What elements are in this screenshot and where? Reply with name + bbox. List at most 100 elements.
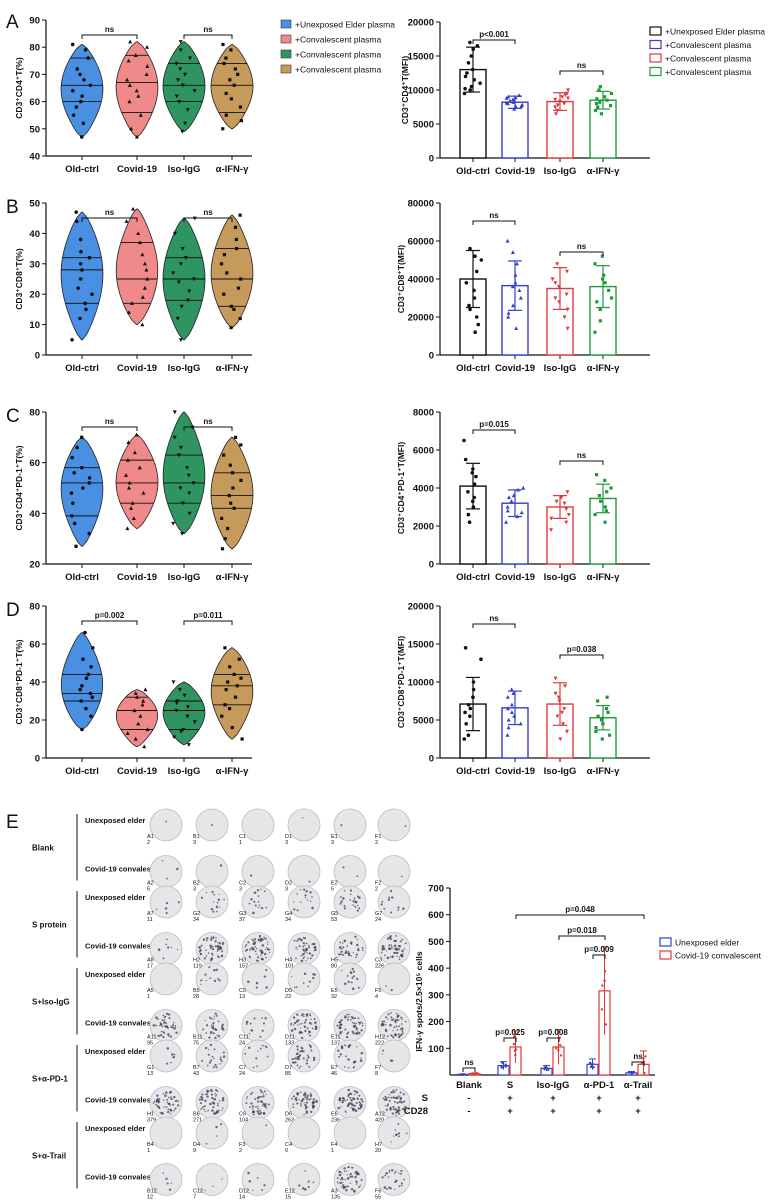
elispot-spot bbox=[257, 906, 259, 908]
elispot-spot bbox=[305, 1106, 308, 1109]
elispot-spot bbox=[263, 1184, 266, 1187]
elispot-spot bbox=[337, 1106, 340, 1110]
elispot-spot bbox=[164, 1094, 167, 1097]
violin bbox=[115, 689, 159, 747]
data-point bbox=[603, 969, 607, 973]
elispot-spot bbox=[303, 944, 306, 946]
elispot-spot bbox=[158, 1098, 161, 1101]
elispot-spot bbox=[222, 1028, 225, 1031]
significance-bracket bbox=[462, 1067, 476, 1072]
y-tick-label: 40 bbox=[29, 509, 40, 520]
data-point bbox=[134, 134, 139, 139]
data-point bbox=[70, 455, 74, 460]
elispot-well bbox=[287, 885, 321, 919]
data-point bbox=[472, 78, 477, 82]
y-tick-label: 60 bbox=[29, 640, 40, 651]
data-point bbox=[134, 88, 139, 93]
elispot-spot bbox=[257, 901, 260, 903]
y-tick-label: 60 bbox=[29, 97, 40, 108]
data-point bbox=[601, 984, 604, 987]
significance-label: ns bbox=[489, 211, 499, 220]
elispot-spot bbox=[342, 1181, 344, 1184]
elispot-spot bbox=[162, 957, 165, 960]
data-point bbox=[78, 687, 82, 692]
data-point bbox=[470, 471, 475, 475]
data-point bbox=[83, 48, 88, 52]
elispot-spot bbox=[164, 1021, 166, 1024]
well-id: B2 bbox=[193, 881, 200, 887]
significance-label: ns bbox=[489, 614, 499, 623]
elispot-spot bbox=[404, 825, 407, 828]
elispot-spot bbox=[355, 1028, 358, 1031]
well-id: G4 bbox=[285, 911, 292, 917]
data-point bbox=[553, 97, 558, 102]
data-point bbox=[228, 78, 232, 82]
elispot-spot bbox=[205, 1142, 208, 1145]
group-label: Blank bbox=[32, 843, 54, 852]
y-tick-label: 15000 bbox=[408, 640, 434, 651]
factor-value: + bbox=[550, 1093, 556, 1104]
elispot-spot bbox=[343, 1015, 347, 1019]
data-point bbox=[87, 481, 92, 485]
elispot-spot bbox=[291, 975, 293, 978]
elispot-spot bbox=[345, 1111, 347, 1113]
data-point bbox=[509, 702, 514, 707]
violin bbox=[115, 208, 159, 325]
data-point bbox=[608, 104, 613, 108]
well-id: E11 bbox=[331, 1035, 340, 1041]
data-point bbox=[70, 338, 74, 342]
elispot-spot bbox=[296, 1057, 299, 1060]
elispot-spot bbox=[351, 1021, 354, 1024]
elispot-spot bbox=[390, 1016, 393, 1019]
data-point bbox=[231, 471, 235, 475]
panel-label: A bbox=[6, 12, 19, 33]
data-point bbox=[229, 97, 233, 101]
elispot-spot bbox=[172, 1103, 175, 1106]
elispot-spot bbox=[299, 1027, 302, 1029]
elispot-spot bbox=[358, 1032, 361, 1035]
data-point bbox=[69, 491, 74, 495]
elispot-spot bbox=[212, 901, 215, 903]
data-point bbox=[178, 67, 183, 72]
elispot-spot bbox=[265, 986, 268, 989]
elispot-spot bbox=[253, 1017, 256, 1020]
data-point bbox=[131, 206, 136, 211]
elispot-spot bbox=[395, 1022, 397, 1024]
well-count: 3 bbox=[285, 840, 288, 846]
elispot-spot bbox=[343, 1099, 345, 1102]
y-tick-label: 10 bbox=[29, 320, 40, 331]
data-point bbox=[601, 277, 605, 281]
data-point bbox=[513, 280, 518, 285]
well-count: 17 bbox=[147, 964, 153, 970]
elispot-spot bbox=[167, 1108, 170, 1111]
x-tick-label: Iso-IgG bbox=[168, 164, 201, 175]
elispot-spot bbox=[308, 880, 311, 883]
elispot-spot bbox=[198, 950, 201, 953]
well-count: 15 bbox=[285, 1195, 291, 1200]
data-point bbox=[467, 303, 471, 308]
well-count: 85 bbox=[285, 1071, 291, 1077]
well-count: 263 bbox=[285, 1118, 294, 1124]
elispot-spot bbox=[249, 874, 253, 877]
row-label: Unexposed elder bbox=[85, 816, 146, 825]
data-point bbox=[133, 736, 138, 741]
elispot-spot bbox=[264, 1017, 267, 1020]
data-point bbox=[180, 129, 185, 134]
data-point bbox=[463, 646, 468, 650]
elispot-spot bbox=[296, 1055, 299, 1058]
elispot-spot bbox=[351, 1030, 354, 1034]
elispot-spot bbox=[215, 968, 218, 972]
data-point bbox=[506, 706, 511, 711]
elispot-spot bbox=[210, 945, 213, 948]
elispot-spot bbox=[305, 948, 308, 952]
elispot-spot bbox=[397, 1110, 399, 1113]
data-point bbox=[131, 516, 136, 520]
elispot-spot bbox=[247, 941, 250, 944]
data-point bbox=[468, 706, 473, 711]
elispot-spot bbox=[221, 1027, 224, 1029]
data-point bbox=[475, 1072, 479, 1075]
elispot-spot bbox=[204, 1110, 206, 1113]
elispot-spot bbox=[310, 1018, 312, 1021]
elispot-spot bbox=[203, 1105, 206, 1108]
elispot-spot bbox=[249, 1022, 252, 1025]
